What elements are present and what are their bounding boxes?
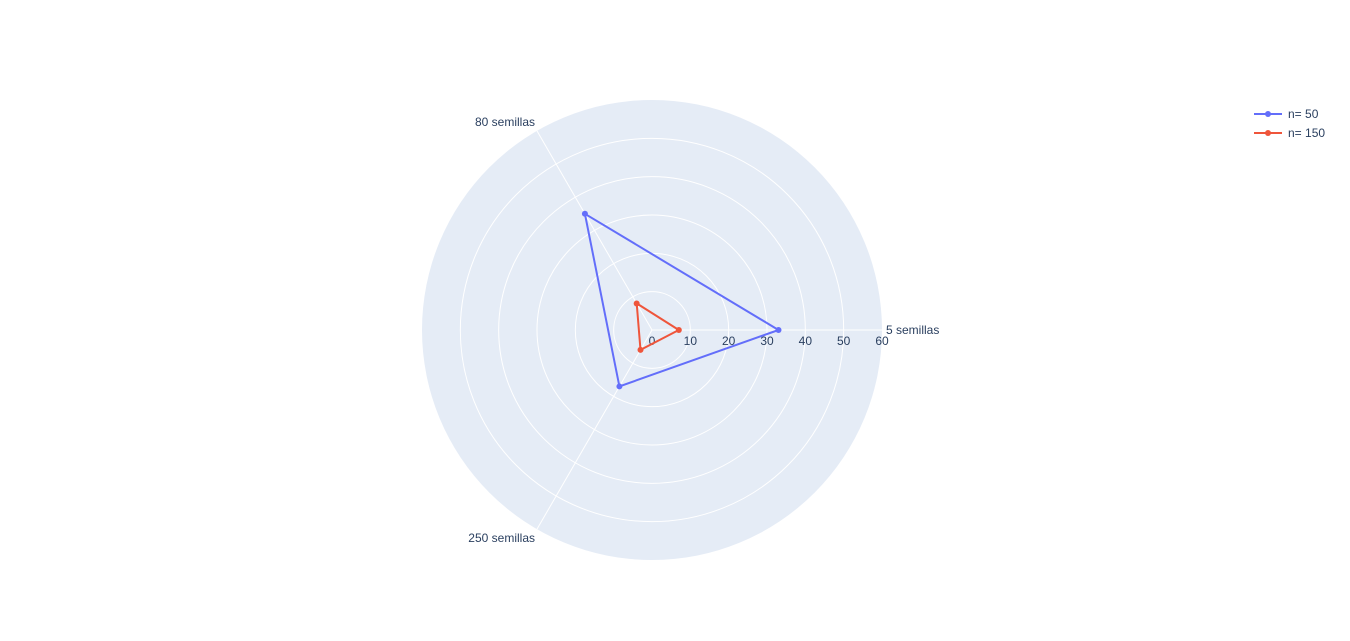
radial-tick-label: 20 <box>722 334 736 348</box>
series-line[interactable] <box>583 212 780 388</box>
series-line[interactable] <box>635 302 680 351</box>
polar-plot-area: 0 10 20 30 40 50 605 semillas 80 semillas 250 se… <box>422 100 939 560</box>
data-point[interactable] <box>637 346 644 353</box>
data-point[interactable] <box>775 327 782 333</box>
angular-tick-label: 5 semillas <box>886 323 939 337</box>
data-point[interactable] <box>616 383 623 390</box>
angular-gridline <box>536 130 653 331</box>
legend-label: n= 50 <box>1288 107 1319 121</box>
radial-tick-label: 0 <box>649 334 656 348</box>
radial-tick-label: 30 <box>760 334 774 348</box>
radial-tick-label: 10 <box>684 334 698 348</box>
radial-tick-label: 60 <box>875 334 889 348</box>
legend[interactable]: n= 50 n= 150 <box>1254 107 1325 140</box>
legend-marker <box>1265 111 1271 117</box>
angular-tick-label: 80 semillas <box>475 115 535 129</box>
data-point[interactable] <box>581 210 588 217</box>
data-point[interactable] <box>633 300 640 307</box>
data-point[interactable] <box>675 327 682 333</box>
angular-gridline <box>536 329 653 530</box>
radial-tick-label: 50 <box>837 334 851 348</box>
legend-marker <box>1265 130 1271 136</box>
legend-label: n= 150 <box>1288 126 1325 140</box>
radial-tick-label: 40 <box>799 334 813 348</box>
legend-item[interactable]: n= 150 <box>1254 126 1325 140</box>
angular-tick-label: 250 semillas <box>468 531 535 545</box>
legend-item[interactable]: n= 50 <box>1254 107 1319 121</box>
